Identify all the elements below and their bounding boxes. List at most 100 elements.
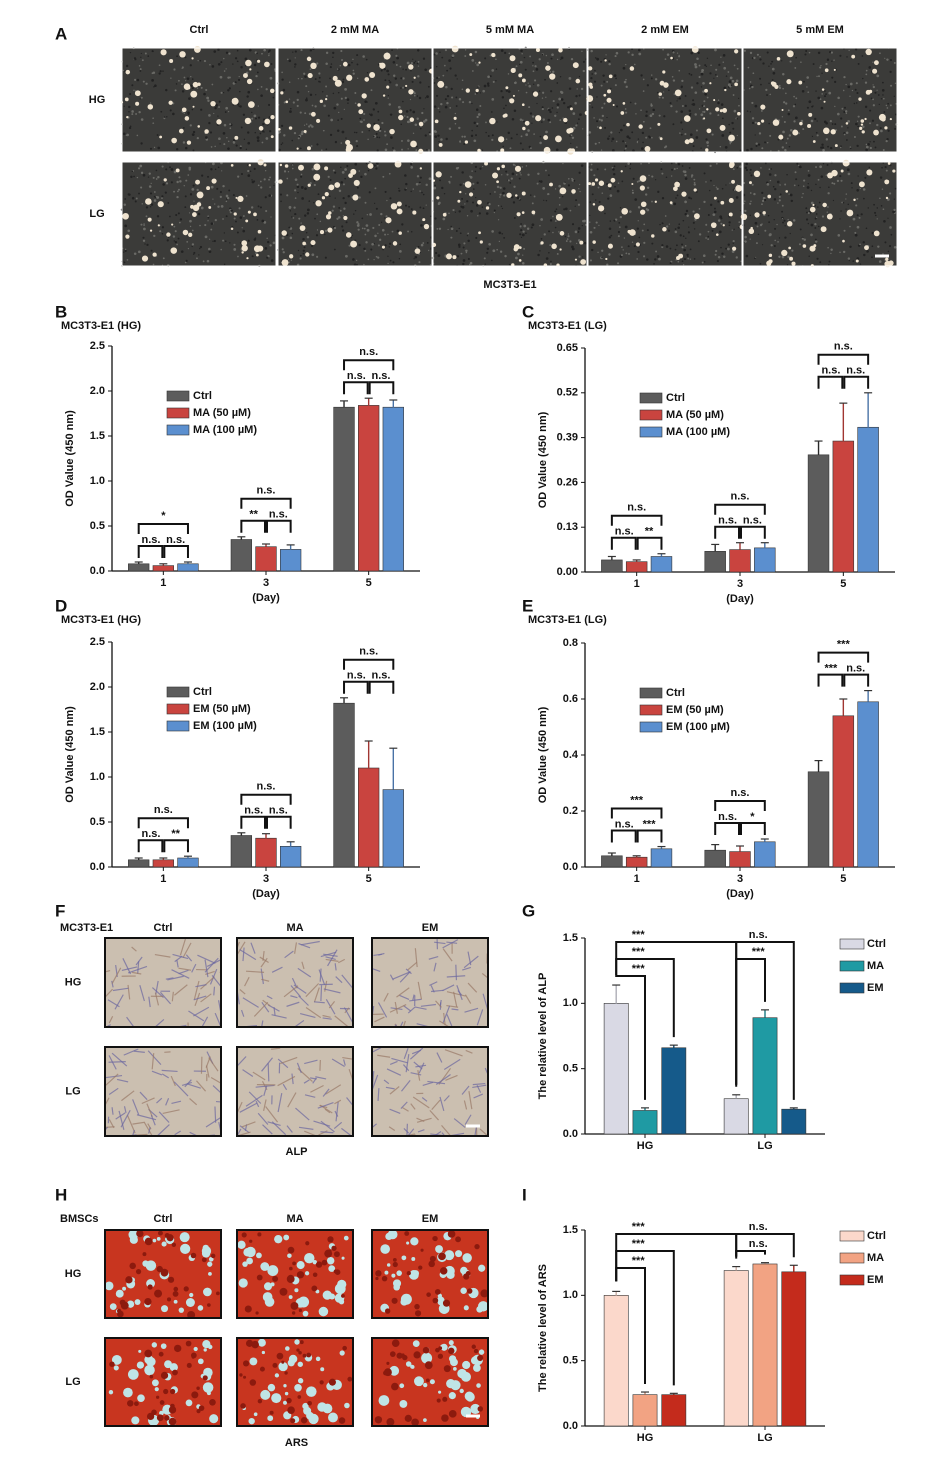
texture — [574, 205, 576, 207]
texture — [128, 105, 131, 109]
cell — [524, 120, 530, 126]
micrograph — [371, 1046, 489, 1137]
texture — [648, 174, 650, 177]
texture — [294, 50, 297, 53]
patch — [306, 1386, 317, 1397]
texture — [387, 233, 389, 236]
texture — [681, 128, 684, 130]
cell — [889, 117, 892, 121]
texture — [388, 242, 392, 245]
texture — [633, 245, 636, 248]
texture — [499, 196, 501, 198]
patch — [253, 1412, 258, 1417]
cell — [734, 82, 738, 87]
texture — [739, 149, 742, 152]
texture — [323, 104, 326, 108]
texture — [878, 103, 880, 106]
texture — [342, 215, 345, 217]
patch — [287, 1359, 295, 1367]
texture — [373, 135, 375, 138]
texture — [749, 192, 752, 194]
texture — [820, 106, 824, 110]
x-tick-label: 5 — [366, 873, 372, 885]
texture — [417, 49, 420, 52]
stain — [178, 967, 192, 971]
stain — [430, 985, 435, 993]
texture — [725, 247, 728, 250]
texture — [817, 51, 821, 55]
significance-label: *** — [632, 1221, 646, 1233]
texture — [238, 105, 240, 107]
texture — [803, 80, 805, 83]
texture — [495, 68, 498, 70]
stain — [195, 984, 207, 988]
cell — [719, 109, 723, 113]
cell — [681, 191, 687, 197]
stain — [197, 954, 216, 964]
texture — [567, 177, 570, 180]
stain — [451, 1008, 459, 1011]
texture — [188, 212, 191, 214]
patch — [160, 1343, 167, 1350]
texture — [840, 210, 842, 212]
stain — [442, 984, 455, 992]
micrograph — [277, 160, 433, 267]
texture — [449, 67, 452, 70]
texture — [268, 103, 271, 107]
column-label: EM — [422, 922, 439, 934]
texture — [292, 101, 295, 104]
patch — [448, 1340, 454, 1346]
cell — [247, 101, 255, 108]
texture — [473, 188, 475, 190]
cell — [310, 240, 316, 246]
panel-letter: D — [55, 596, 67, 615]
texture — [381, 121, 384, 125]
texture — [569, 135, 571, 137]
patch — [260, 1262, 270, 1271]
cell — [247, 210, 251, 214]
cell — [659, 137, 663, 141]
nodule — [298, 1308, 303, 1313]
texture — [343, 108, 345, 110]
texture — [552, 100, 555, 103]
texture — [140, 52, 142, 55]
texture — [466, 235, 469, 237]
texture — [420, 243, 424, 247]
cell — [332, 75, 338, 81]
texture — [491, 230, 494, 233]
texture — [723, 66, 727, 70]
texture — [225, 215, 228, 218]
cell — [887, 162, 891, 165]
texture — [170, 77, 172, 79]
error-bar — [711, 843, 720, 851]
patch — [438, 1390, 442, 1394]
texture — [517, 252, 520, 256]
texture — [778, 195, 781, 199]
texture — [520, 49, 523, 53]
texture — [218, 100, 221, 103]
y-tick-label: 0.0 — [90, 565, 105, 577]
texture — [240, 66, 243, 69]
patch — [109, 1303, 117, 1311]
texture — [315, 234, 319, 237]
stain — [441, 1124, 452, 1137]
row-label: HG — [65, 1268, 82, 1280]
cell — [503, 113, 508, 118]
texture — [576, 122, 579, 124]
texture — [206, 259, 210, 263]
texture — [886, 137, 889, 141]
patch — [201, 1249, 211, 1258]
texture — [856, 120, 859, 123]
bracket — [735, 1250, 766, 1257]
patch — [405, 1361, 412, 1367]
cell — [382, 94, 386, 97]
texture — [816, 120, 818, 122]
x-tick-label: 3 — [737, 578, 743, 590]
error-bar — [183, 561, 192, 564]
patch — [461, 1371, 471, 1382]
texture — [397, 105, 401, 109]
texture — [707, 238, 710, 241]
texture — [327, 114, 330, 117]
texture — [181, 83, 183, 86]
nodule — [300, 1417, 308, 1424]
